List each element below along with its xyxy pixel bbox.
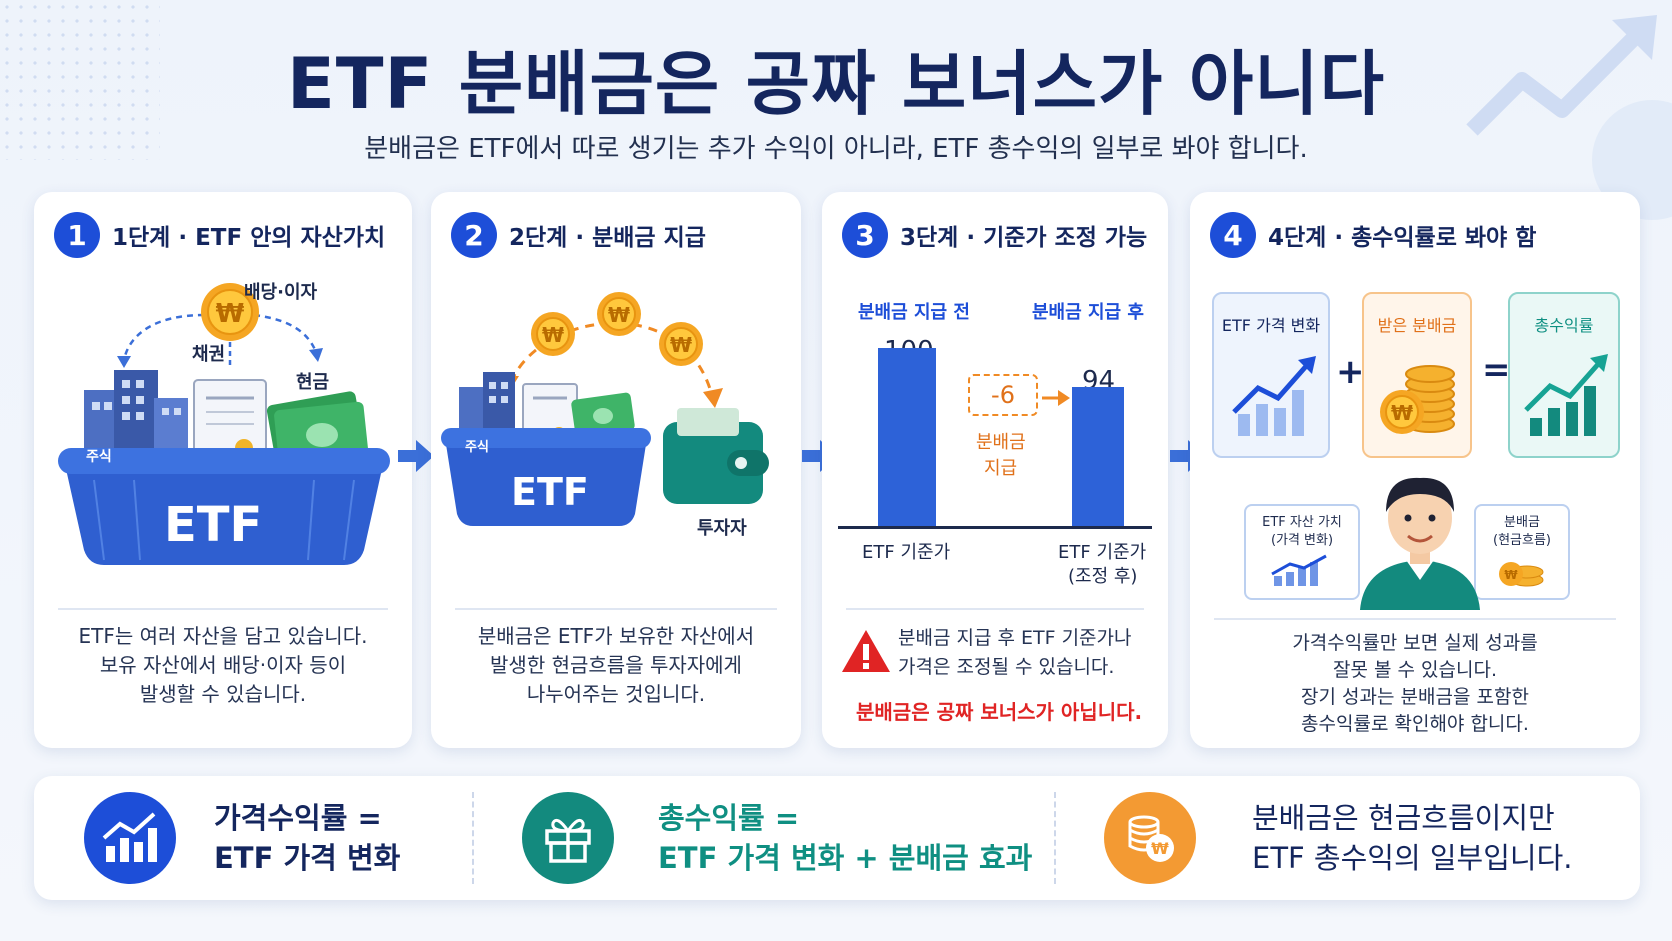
step-title-3: 3단계 · 기준가 조정 가능 bbox=[900, 225, 1148, 251]
bubble-distribution: 분배금 (현금흐름) ₩ bbox=[1474, 504, 1570, 600]
summary-divider bbox=[472, 792, 474, 884]
basket-label-etf: ETF bbox=[164, 497, 263, 553]
step-header-1: 1 1단계 · ETF 안의 자산가치 bbox=[54, 212, 385, 258]
svg-text:₩: ₩ bbox=[1151, 839, 1169, 858]
step-title-4: 4단계 · 총수익률로 봐야 함 bbox=[1268, 225, 1537, 251]
decor-trend-arrow bbox=[1466, 15, 1672, 220]
coin-stack-icon: ₩ bbox=[1499, 562, 1544, 587]
step-number-1: 1 bbox=[54, 212, 100, 258]
svg-text:₩: ₩ bbox=[1504, 568, 1518, 582]
asset-basket-illustration: ₩ bbox=[58, 283, 390, 565]
summary-total-return: 총수익률 = ETF 가격 변화 + 분배금 효과 bbox=[658, 801, 1033, 875]
step-1-description: ETF는 여러 자산을 담고 있습니다. 보유 자산에서 배당·이자 등이 발생할 … bbox=[78, 624, 368, 706]
label-cash: 현금 bbox=[296, 372, 330, 393]
card-2-divider bbox=[455, 608, 777, 610]
step-3-description: 분배금 지급 후 ETF 기준가나 가격은 조정될 수 있습니다. bbox=[898, 627, 1132, 678]
distribution-payment-illustration: ₩ ₩ ₩ bbox=[441, 292, 769, 526]
etf-basket-icon bbox=[441, 428, 651, 526]
warning-icon bbox=[842, 630, 890, 672]
warning-text: 분배금은 공짜 보너스가 아닙니다. bbox=[856, 700, 1143, 724]
delta-box: -6 bbox=[968, 374, 1038, 416]
wallet-icon bbox=[663, 408, 769, 504]
won-coin-icon: ₩ ₩ ₩ bbox=[531, 292, 703, 366]
basket-label-etf: ETF bbox=[511, 470, 589, 514]
box-total-return: 총수익률 bbox=[1508, 292, 1620, 458]
bar-after bbox=[1072, 387, 1124, 526]
etf-basket-icon bbox=[58, 448, 390, 565]
step-card-3: 3 3단계 · 기준가 조정 가능 분배금 지급 전 분배금 지급 후 100 … bbox=[822, 192, 1168, 748]
card-3-divider bbox=[846, 608, 1144, 610]
summary-divider bbox=[1054, 792, 1056, 884]
page-subtitle: 분배금은 ETF에서 따로 생기는 추가 수익이 아니라, ETF 총수익의 일… bbox=[364, 134, 1308, 164]
box-distribution-received: 받은 분배금 ₩ bbox=[1362, 292, 1472, 458]
investor-avatar bbox=[1360, 477, 1480, 610]
plus-operator: + bbox=[1336, 352, 1365, 392]
step-card-2: 2 2단계 · 분배금 지급 ₩ ₩ ₩ bbox=[431, 192, 801, 748]
step-number-3: 3 bbox=[842, 212, 888, 258]
rising-chart-icon bbox=[1271, 554, 1327, 586]
label-bond: 채권 bbox=[192, 344, 226, 365]
step-4-description: 가격수익률만 보면 실제 성과를 잘못 볼 수 있습니다. 장기 성과는 분배금을 … bbox=[1292, 632, 1538, 735]
arrow-right-icon bbox=[1042, 390, 1070, 406]
card-4-divider bbox=[1214, 618, 1616, 620]
summary-bar: 가격수익률 = ETF 가격 변화 총수익률 = ETF 가격 변화 + 분배금 효… bbox=[34, 776, 1640, 900]
rising-chart-icon bbox=[1232, 356, 1316, 436]
bar-chart-icon bbox=[84, 792, 176, 884]
label-dividend-interest: 배당·이자 bbox=[244, 282, 318, 303]
step-number-2: 2 bbox=[451, 212, 497, 258]
coin-stack-icon: ₩ bbox=[1380, 365, 1455, 434]
equals-operator: = bbox=[1482, 350, 1511, 390]
step-2-description: 분배금은 ETF가 보유한 자산에서 발생한 현금흐름을 투자자에게 나누어주는 것… bbox=[477, 624, 755, 706]
x-axis bbox=[838, 526, 1152, 529]
summary-price-return: 가격수익률 = ETF 가격 변화 bbox=[214, 801, 401, 875]
delta-label-line1: 분배금 bbox=[976, 432, 1026, 453]
svg-text:₩: ₩ bbox=[608, 303, 630, 327]
delta-label-line2: 지급 bbox=[984, 458, 1018, 479]
cash-stack-icon bbox=[571, 392, 635, 438]
step-title-1: 1단계 · ETF 안의 자산가치 bbox=[112, 225, 386, 251]
svg-text:₩: ₩ bbox=[216, 299, 245, 329]
svg-text:₩: ₩ bbox=[670, 333, 692, 357]
x-label-after-1: ETF 기준가 bbox=[1058, 542, 1147, 563]
svg-text:₩: ₩ bbox=[1391, 401, 1413, 425]
label-stock: 주식 bbox=[465, 440, 489, 455]
bubble-asset-value: ETF 자산 가치 (가격 변화) bbox=[1244, 504, 1360, 600]
label-investor: 투자자 bbox=[697, 518, 747, 539]
box-price-change: ETF 가격 변화 bbox=[1212, 292, 1330, 458]
label-stock: 주식 bbox=[86, 449, 112, 465]
step-card-1: 1 1단계 · ETF 안의 자산가치 ₩ bbox=[34, 192, 412, 748]
step-header-3: 3 3단계 · 기준가 조정 가능 bbox=[842, 212, 1147, 258]
svg-text:₩: ₩ bbox=[542, 323, 564, 347]
summary-distribution-note: 분배금은 현금흐름이지만 ETF 총수익의 일부입니다. bbox=[1252, 801, 1573, 875]
step-card-4: 4 4단계 · 총수익률로 봐야 함 ETF 가격 변화 + 받은 분배금 ₩ … bbox=[1190, 192, 1640, 748]
gift-icon bbox=[522, 792, 614, 884]
card-1-divider bbox=[58, 608, 388, 610]
coin-stack-icon: ₩ bbox=[1104, 792, 1196, 884]
x-label-after-2: (조정 후) bbox=[1068, 566, 1138, 587]
rising-chart-icon bbox=[1524, 354, 1608, 436]
bar-before bbox=[878, 348, 936, 526]
label-after-distribution: 분배금 지급 후 bbox=[1032, 302, 1144, 323]
step-header-2: 2 2단계 · 분배금 지급 bbox=[451, 212, 706, 258]
x-label-before: ETF 기준가 bbox=[862, 542, 951, 563]
step-title-2: 2단계 · 분배금 지급 bbox=[509, 225, 706, 251]
label-before-distribution: 분배금 지급 전 bbox=[858, 302, 970, 323]
step-header-4: 4 4단계 · 총수익률로 봐야 함 bbox=[1210, 212, 1536, 258]
arrow-right-icon bbox=[398, 440, 434, 472]
page-title: ETF 분배금은 공짜 보너스가 아니다 bbox=[286, 43, 1386, 125]
won-coin-icon: ₩ bbox=[201, 283, 259, 341]
decor-dots bbox=[0, 0, 160, 160]
step-number-4: 4 bbox=[1210, 212, 1256, 258]
